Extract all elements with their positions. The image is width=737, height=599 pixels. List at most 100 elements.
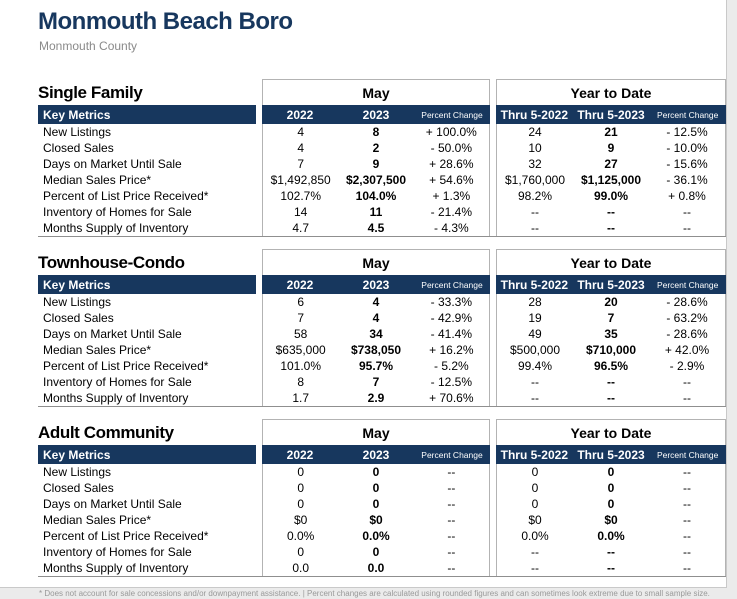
cell-value: -- <box>447 529 456 543</box>
may-col-headers: 2022 2023 Percent Change <box>262 105 490 124</box>
cell-value: 4.7 <box>292 221 309 235</box>
cell-value: 0.0 <box>367 561 385 575</box>
cell-value: 95.7% <box>358 359 393 373</box>
cell-value: 0 <box>372 481 380 495</box>
cell-value: 9 <box>607 141 615 155</box>
metric-label: Closed Sales <box>43 311 114 325</box>
metric-label: Closed Sales <box>43 481 114 495</box>
cell-value: - 10.0% <box>666 141 708 155</box>
may-row-cells: 7 9 + 28.6% <box>262 156 490 172</box>
metric-label: Median Sales Price* <box>43 173 152 187</box>
cell-value: -- <box>531 391 539 405</box>
col-header: Percent Change <box>421 109 483 120</box>
cell-value: -- <box>531 205 539 219</box>
cell-value: -- <box>447 465 456 479</box>
ytd-row-cells: 24 21 - 12.5% <box>496 124 726 140</box>
cell-value: -- <box>531 545 539 559</box>
cell-value: 0.0% <box>362 529 390 543</box>
ytd-row-cells: 32 27 - 15.6% <box>496 156 726 172</box>
cell-value: 28 <box>528 295 542 309</box>
cell-value: -- <box>531 221 539 235</box>
metric-label: New Listings <box>43 125 112 139</box>
cell-value: - 36.1% <box>666 173 708 187</box>
cell-value: + 42.0% <box>664 343 710 357</box>
ytd-col-headers: Thru 5-2022 Thru 5-2023 Percent Change <box>496 105 726 124</box>
cell-value: -- <box>683 375 691 389</box>
col-header: 2022 <box>286 447 314 462</box>
cell-value: 96.5% <box>593 359 629 373</box>
col-header: Percent Change <box>656 109 719 120</box>
col-header: 2023 <box>362 277 390 292</box>
cell-value: $1,492,850 <box>270 173 331 187</box>
section-title: Single Family <box>38 83 143 102</box>
ytd-col-headers: Thru 5-2022 Thru 5-2023 Percent Change <box>496 275 726 294</box>
cell-value: $0 <box>293 513 308 527</box>
cell-value: 99.4% <box>517 359 553 373</box>
may-row-cells: $635,000 $738,050 + 16.2% <box>262 342 490 358</box>
cell-value: 8 <box>372 125 380 139</box>
cell-value: 0.0% <box>286 529 315 543</box>
cell-value: 11 <box>369 205 383 219</box>
metric-label: Months Supply of Inventory <box>43 561 189 575</box>
cell-value: 0 <box>297 497 304 511</box>
cell-value: + 54.6% <box>429 173 474 187</box>
metric-label: Months Supply of Inventory <box>43 391 189 405</box>
section: Single Family May Year to Date Key Metri… <box>38 79 726 237</box>
may-row-cells: 0 0 -- <box>262 496 490 512</box>
group-header-may: May <box>262 419 490 445</box>
cell-value: - 28.6% <box>666 295 708 309</box>
cell-value: $1,760,000 <box>504 173 566 187</box>
metric-label: Median Sales Price* <box>43 343 152 357</box>
cell-value: 4 <box>372 295 380 309</box>
key-metrics-header: Key Metrics <box>38 445 256 464</box>
cell-value: -- <box>683 561 691 575</box>
metric-label: New Listings <box>43 465 112 479</box>
ytd-col-headers: Thru 5-2022 Thru 5-2023 Percent Change <box>496 445 726 464</box>
col-header: Percent Change <box>421 279 483 290</box>
cell-value: 20 <box>604 295 618 309</box>
cell-value: 0 <box>607 465 615 479</box>
key-metrics-header: Key Metrics <box>38 275 256 294</box>
cell-value: 34 <box>369 327 383 341</box>
cell-value: - 5.2% <box>433 359 469 373</box>
col-header: 2023 <box>362 447 390 462</box>
cell-value: 4 <box>372 311 380 325</box>
cell-value: 35 <box>604 327 618 341</box>
cell-value: 0 <box>372 465 380 479</box>
cell-value: 0 <box>297 481 304 495</box>
cell-value: - 50.0% <box>430 141 472 155</box>
may-row-cells: 14 11 - 21.4% <box>262 204 490 220</box>
cell-value: 0 <box>297 545 304 559</box>
cell-value: - 42.9% <box>430 311 472 325</box>
cell-value: + 16.2% <box>429 343 474 357</box>
group-header-ytd: Year to Date <box>496 419 726 445</box>
may-row-cells: 7 4 - 42.9% <box>262 310 490 326</box>
cell-value: + 1.3% <box>432 189 471 203</box>
cell-value: + 0.8% <box>668 189 706 203</box>
may-row-cells: 1.7 2.9 + 70.6% <box>262 390 490 406</box>
cell-value: -- <box>531 375 539 389</box>
ytd-row-cells: -- -- -- <box>496 220 726 236</box>
ytd-row-cells: -- -- -- <box>496 544 726 560</box>
cell-value: -- <box>683 391 691 405</box>
cell-value: -- <box>683 529 691 543</box>
col-header: 2023 <box>362 107 390 122</box>
cell-value: 7 <box>297 157 304 171</box>
cell-value: -- <box>683 221 691 235</box>
cell-value: 104.0% <box>355 189 397 203</box>
cell-value: 99.0% <box>593 189 629 203</box>
cell-value: $635,000 <box>275 343 326 357</box>
cell-value: -- <box>683 465 691 479</box>
ytd-row-cells: 0.0% 0.0% -- <box>496 528 726 544</box>
cell-value: 0 <box>531 497 539 511</box>
cell-value: 0 <box>297 465 304 479</box>
section-title-cell: Single Family <box>38 84 256 105</box>
cell-value: 0.0% <box>597 529 625 543</box>
col-header: Thru 5-2023 <box>577 447 645 462</box>
ytd-row-cells: -- -- -- <box>496 560 726 576</box>
may-row-cells: 102.7% 104.0% + 1.3% <box>262 188 490 204</box>
col-header: 2022 <box>286 277 314 292</box>
metric-label: New Listings <box>43 295 112 309</box>
cell-value: 4.5 <box>367 221 385 235</box>
cell-value: 27 <box>604 157 618 171</box>
